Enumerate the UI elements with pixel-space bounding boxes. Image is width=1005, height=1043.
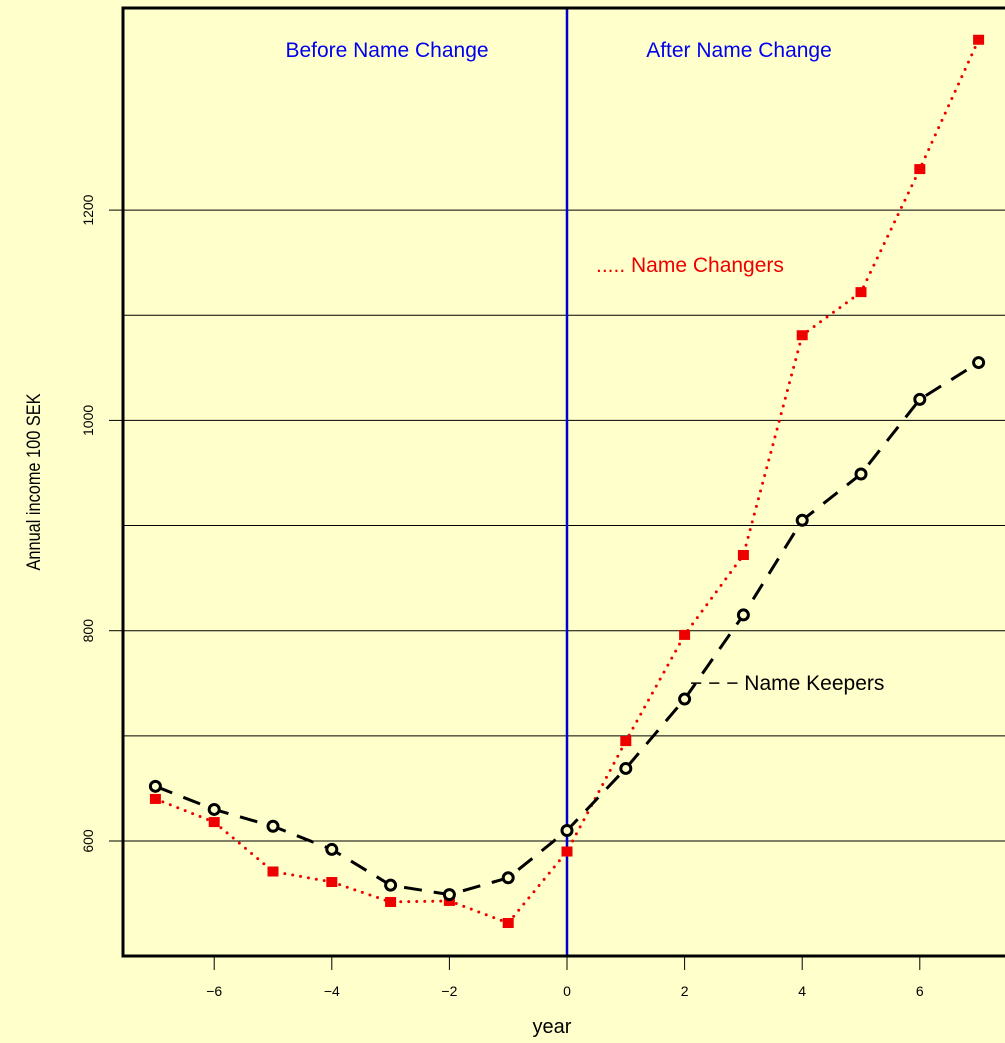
data-point <box>913 392 927 406</box>
plot-background <box>123 8 1005 956</box>
data-point <box>384 878 398 892</box>
y-axis: 600 800 1000 1200 <box>80 194 123 853</box>
data-point <box>325 842 339 856</box>
data-point <box>501 871 515 885</box>
data-point <box>619 761 633 775</box>
x-tick-label: 2 <box>681 983 689 999</box>
x-tick-label: 0 <box>563 983 571 999</box>
legend-name-changers: ..... Name Changers <box>596 254 784 277</box>
data-point <box>208 817 220 828</box>
legend-name-keepers: − − − Name Keepers <box>690 672 884 695</box>
data-point <box>678 692 692 706</box>
x-tick-label: −2 <box>441 983 457 999</box>
annotation-after: After Name Change <box>646 39 832 62</box>
data-point <box>620 736 632 747</box>
data-point <box>207 802 221 816</box>
data-point <box>267 866 279 877</box>
y-axis-title: Annual income 100 SEK <box>23 393 44 570</box>
annotation-before: Before Name Change <box>285 39 488 62</box>
series-group <box>148 34 986 929</box>
data-point <box>854 467 868 481</box>
x-tick-label: 4 <box>798 983 806 999</box>
data-point <box>560 823 574 837</box>
data-point <box>972 356 986 370</box>
y-tick-label: 1000 <box>80 405 96 436</box>
data-point <box>679 629 691 640</box>
y-tick-label: 800 <box>80 619 96 643</box>
data-point <box>796 330 808 341</box>
data-point <box>795 513 809 527</box>
data-point <box>914 164 926 175</box>
x-tick-label: 6 <box>916 983 924 999</box>
data-point <box>973 34 985 45</box>
data-point <box>855 287 867 298</box>
data-point <box>561 846 573 857</box>
x-tick-label: −4 <box>324 983 340 999</box>
plot-frame <box>121 6 1005 958</box>
data-point <box>148 779 162 793</box>
y-tick-label: 1200 <box>80 194 96 225</box>
data-point <box>736 608 750 622</box>
data-point <box>266 819 280 833</box>
data-point <box>149 793 161 804</box>
grid-lines <box>123 209 1005 842</box>
series-line <box>153 38 981 925</box>
data-point <box>385 896 397 907</box>
x-axis-title: year <box>533 1016 572 1038</box>
data-point <box>737 549 749 560</box>
data-point <box>502 918 514 929</box>
x-axis: −6 −4 −2 0 2 4 6 <box>206 956 924 999</box>
data-point <box>326 877 338 888</box>
data-point <box>442 888 456 902</box>
x-tick-label: −6 <box>206 983 222 999</box>
series-name-keepers <box>148 356 986 902</box>
y-tick-label: 600 <box>80 829 96 853</box>
